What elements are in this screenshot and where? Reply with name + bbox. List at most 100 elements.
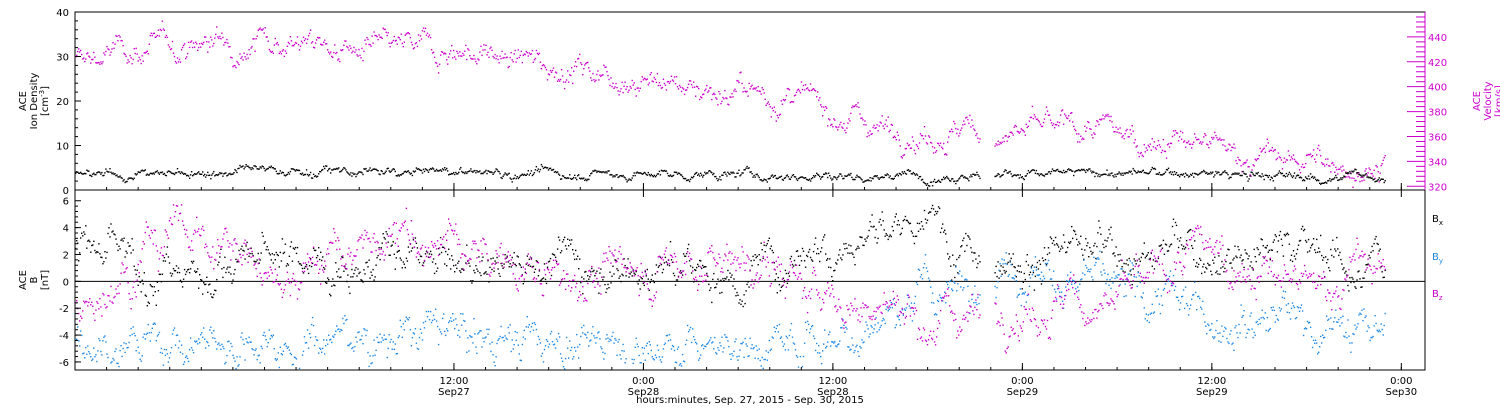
data-point [1139, 260, 1141, 262]
data-point [591, 267, 593, 270]
data-point [560, 250, 563, 252]
data-point [227, 42, 229, 44]
data-point [1043, 175, 1046, 177]
data-point [882, 317, 884, 320]
data-point [294, 357, 297, 359]
data-point [1068, 281, 1070, 283]
data-point [109, 168, 111, 170]
data-point [176, 168, 179, 170]
data-point [1239, 332, 1241, 334]
data-point [1137, 151, 1139, 154]
data-point [279, 346, 281, 348]
data-point [853, 178, 855, 181]
data-point [807, 323, 810, 326]
data-point [1312, 149, 1315, 151]
data-point [548, 343, 551, 345]
data-point [878, 221, 880, 223]
data-point [1326, 182, 1328, 184]
data-point [418, 336, 421, 339]
data-point [1240, 254, 1242, 256]
data-point [915, 173, 918, 175]
data-point [1167, 143, 1170, 145]
data-point [687, 243, 690, 246]
series-plasma-0 [75, 20, 1386, 188]
data-point [675, 76, 678, 78]
data-point [84, 233, 86, 235]
data-point [173, 327, 176, 329]
data-point [711, 172, 713, 174]
data-point [928, 211, 931, 213]
data-point [524, 271, 526, 273]
data-point [790, 176, 793, 178]
data-point [642, 352, 644, 355]
data-point [1210, 270, 1212, 272]
data-point [548, 167, 551, 170]
data-point [348, 286, 350, 288]
data-point [702, 264, 704, 267]
data-point [670, 259, 673, 261]
data-point [1237, 173, 1239, 175]
data-point [444, 330, 446, 333]
data-point [667, 175, 670, 177]
data-point [1243, 266, 1245, 269]
data-point [470, 280, 472, 282]
data-point [790, 101, 793, 103]
data-point [77, 242, 79, 244]
data-point [202, 293, 204, 295]
data-point [493, 270, 495, 272]
data-point [565, 336, 568, 339]
data-point [187, 360, 190, 363]
data-point [795, 91, 798, 93]
data-point [737, 359, 739, 361]
data-point [785, 272, 788, 275]
data-point [1192, 294, 1194, 296]
data-point [1068, 168, 1070, 170]
data-point [1164, 243, 1167, 245]
data-point [157, 333, 160, 336]
data-point [319, 170, 321, 173]
data-point [952, 289, 954, 292]
data-point [576, 178, 578, 181]
data-point [213, 170, 215, 173]
data-point [377, 254, 379, 257]
data-point [155, 304, 157, 306]
data-point [964, 279, 966, 281]
data-point [719, 176, 721, 178]
data-point [125, 343, 127, 345]
data-point [847, 174, 849, 176]
data-point [244, 166, 246, 168]
data-point [251, 348, 253, 350]
data-point [231, 282, 233, 284]
data-point [728, 346, 730, 348]
data-point [114, 234, 116, 236]
data-point [937, 179, 940, 181]
data-point [660, 169, 663, 172]
data-point [1178, 240, 1181, 242]
data-point [1160, 151, 1163, 154]
data-point [82, 58, 84, 60]
data-point [669, 174, 672, 176]
data-point [170, 346, 173, 349]
data-point [966, 177, 968, 179]
data-point [1114, 131, 1116, 133]
data-point [1351, 170, 1353, 172]
data-point [363, 168, 365, 170]
data-point [1098, 123, 1100, 126]
data-point [120, 176, 122, 179]
data-point [294, 170, 297, 172]
data-point [1343, 169, 1345, 171]
data-point [1107, 113, 1109, 116]
data-point [1233, 257, 1235, 259]
data-point [383, 236, 385, 239]
data-point [812, 88, 815, 90]
data-point [1343, 267, 1345, 269]
data-point [318, 352, 320, 354]
data-point [515, 61, 517, 63]
data-point [489, 343, 491, 345]
data-point [944, 291, 946, 293]
data-point [784, 99, 787, 101]
data-point [1339, 251, 1341, 254]
data-point [376, 36, 378, 38]
data-point [1135, 172, 1137, 174]
data-point [704, 89, 706, 92]
